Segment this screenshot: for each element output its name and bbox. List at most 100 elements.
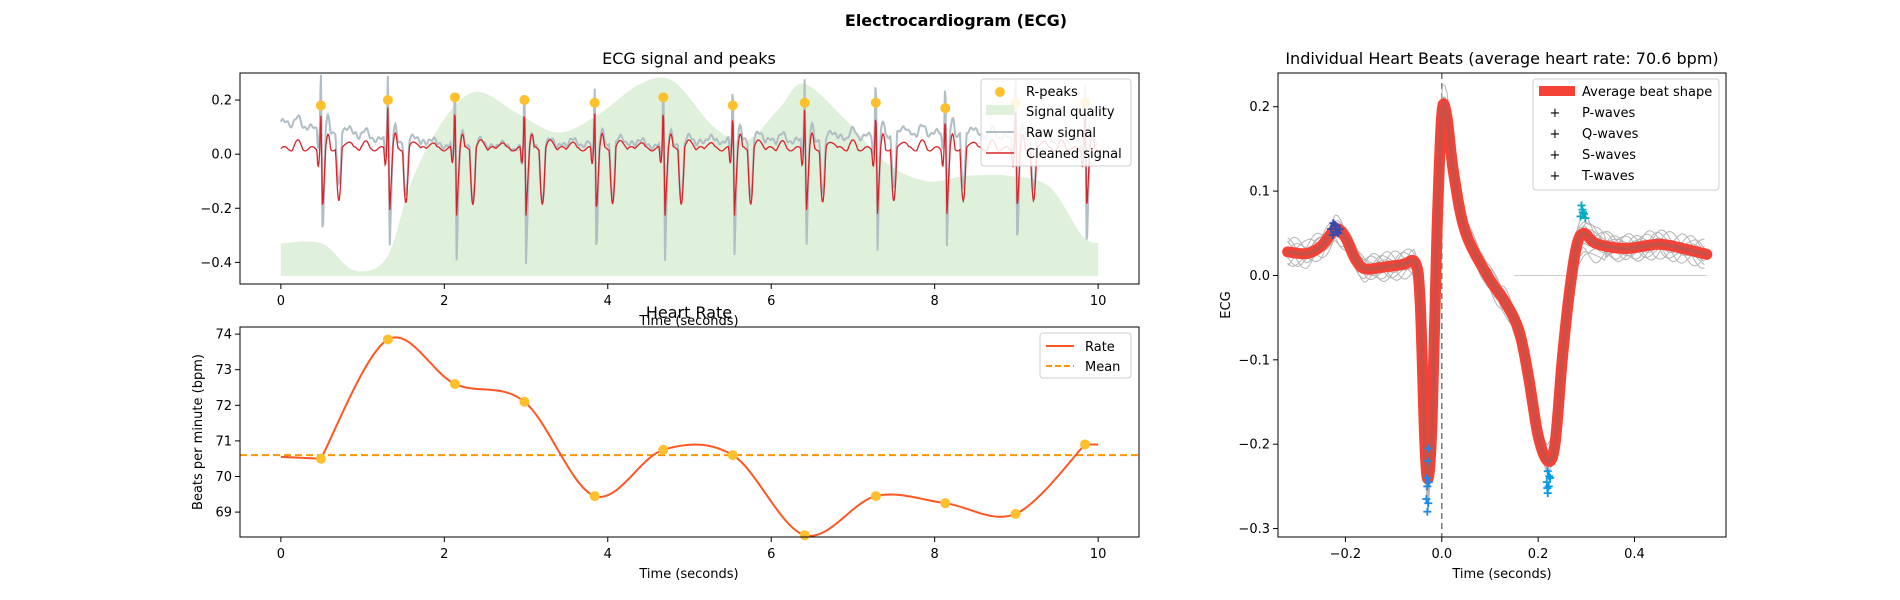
beats-ytick-label: 0.1	[1249, 185, 1270, 200]
rate-xtick-label: 8	[931, 547, 939, 562]
p-wave-marker	[1328, 230, 1337, 239]
rate-ticks: 0 2 4 6 8 10 69 70 71 72 73 74	[215, 328, 1106, 562]
figure-title: Electrocardiogram (ECG)	[845, 11, 1067, 30]
ecg-panel: 0 2 4 6 8 10 −0.4 −0.2 0.0 0.2 ECG signal and pea…	[200, 49, 1140, 329]
cleaned-signal-series	[280, 107, 1099, 216]
r-peak-point	[870, 97, 881, 108]
legend-marker-t-waves: +	[1550, 169, 1561, 184]
beats-xtick-label: 0.0	[1431, 547, 1452, 562]
legend-marker-signal-quality	[986, 105, 1014, 115]
beats-ticks: −0.2 0.0 0.2 0.4 −0.3 −0.2 −0.1 0.0 0.1 0.2	[1238, 100, 1644, 562]
average-beat-line	[1282, 98, 1713, 485]
heart-beats-panel: −0.2 0.0 0.2 0.4 −0.3 −0.2 −0.1 0.0 0.1 0.2 Indiv…	[1219, 49, 1727, 582]
heart-rate-panel: 0 2 4 6 8 10 69 70 71 72 73 74 Heart Rate Time (sec…	[191, 303, 1140, 582]
beats-ytick-label: −0.3	[1238, 522, 1270, 537]
beats-y-label: ECG	[1219, 291, 1234, 318]
rate-ytick-label: 73	[215, 363, 232, 378]
ecg-xtick-label: 10	[1090, 294, 1107, 309]
beats-ytick-label: −0.1	[1238, 353, 1270, 368]
p-wave-marker	[1334, 229, 1343, 238]
beats-xtick-label: 0.2	[1528, 547, 1549, 562]
rate-xtick-label: 2	[440, 547, 448, 562]
legend-marker-s-waves: +	[1550, 148, 1561, 163]
rate-point	[727, 450, 738, 461]
legend-label-cleaned-signal: Cleaned signal	[1026, 147, 1122, 162]
r-peak-point	[658, 92, 669, 103]
legend-label-average-beat: Average beat shape	[1582, 85, 1712, 100]
rate-point	[870, 491, 881, 502]
rate-point	[940, 498, 951, 509]
rate-ytick-label: 74	[215, 328, 232, 343]
q-wave-marker	[1424, 444, 1433, 453]
legend-marker-p-waves: +	[1550, 106, 1561, 121]
ecg-xtick-label: 8	[931, 294, 939, 309]
legend-label-r-peaks: R-peaks	[1026, 85, 1078, 100]
t-wave-marker	[1577, 201, 1586, 210]
s-wave-marker	[1546, 473, 1555, 482]
q-wave-marker	[1424, 478, 1433, 487]
rate-xtick-label: 4	[604, 547, 612, 562]
t-wave-marker	[1578, 208, 1587, 217]
rate-point	[589, 491, 600, 502]
r-peak-point	[315, 100, 326, 111]
p-wave-marker	[1330, 220, 1339, 229]
beats-x-label: Time (seconds)	[1451, 567, 1551, 582]
rate-panel-title: Heart Rate	[646, 303, 732, 322]
rate-point	[315, 453, 326, 464]
legend-label-t-waves: T-waves	[1581, 169, 1635, 184]
rate-point	[449, 378, 460, 389]
average-beat-core	[1287, 101, 1708, 481]
signal-quality-fill	[280, 77, 1099, 279]
rate-point	[799, 530, 810, 541]
s-wave-marker	[1544, 482, 1553, 491]
beats-ytick-label: −0.2	[1238, 438, 1270, 453]
q-wave-marker	[1422, 495, 1431, 504]
rate-legend-box	[1039, 332, 1132, 379]
legend-label-signal-quality: Signal quality	[1026, 105, 1115, 120]
rate-ytick-label: 72	[215, 399, 232, 414]
ecg-ytick-label: 0.2	[211, 94, 232, 109]
beats-legend-box	[1532, 78, 1720, 191]
raw-signal-line	[279, 74, 1099, 264]
rate-point	[1010, 508, 1021, 519]
r-peak-point	[940, 103, 951, 114]
ecg-xtick-label: 4	[604, 294, 612, 309]
s-wave-marker	[1543, 467, 1552, 476]
rate-line	[280, 336, 1099, 537]
rate-xtick-label: 10	[1090, 547, 1107, 562]
r-peak-point	[589, 97, 600, 108]
rate-point	[382, 334, 393, 345]
t-wave-marker	[1576, 212, 1585, 221]
ecg-ytick-label: −0.4	[200, 256, 232, 271]
q-wave-marker	[1423, 507, 1432, 516]
ecg-x-label: Time (seconds)	[638, 314, 738, 329]
ecg-axes-frame	[239, 72, 1140, 285]
p-wave-marker	[1326, 225, 1335, 234]
beats-ytick-label: 0.2	[1249, 100, 1270, 115]
legend-label-raw-signal: Raw signal	[1026, 126, 1096, 141]
legend-label-s-waves: S-waves	[1582, 148, 1636, 163]
rate-point	[519, 396, 530, 407]
ecg-ytick-label: 0.0	[211, 148, 232, 163]
rate-point	[658, 444, 669, 455]
signal-quality-area	[280, 77, 1099, 279]
rate-ytick-label: 71	[215, 434, 232, 449]
t-wave-marker	[1581, 214, 1590, 223]
p-wave-marker	[1335, 225, 1344, 234]
beats-reference-lines	[1441, 73, 1707, 537]
r-peak-point	[519, 95, 530, 106]
beats-ytick-label: 0.0	[1249, 269, 1270, 284]
ecg-legend: R-peaks Signal quality Raw signal Cleane…	[980, 78, 1132, 167]
legend-marker-q-waves: +	[1550, 127, 1561, 142]
rate-x-label: Time (seconds)	[638, 567, 738, 582]
q-wave-marker	[1423, 457, 1432, 466]
legend-label-rate: Rate	[1085, 340, 1115, 355]
ecg-xtick-label: 2	[440, 294, 448, 309]
rate-y-label: Beats per minute (bpm)	[191, 354, 206, 510]
q-wave-marker	[1423, 482, 1432, 491]
ecg-ticks: 0 2 4 6 8 10 −0.4 −0.2 0.0 0.2	[200, 94, 1106, 309]
beats-legend: Average beat shape + P-waves + Q-waves +…	[1532, 78, 1720, 191]
rate-xtick-label: 0	[277, 547, 285, 562]
rate-series	[280, 336, 1099, 537]
